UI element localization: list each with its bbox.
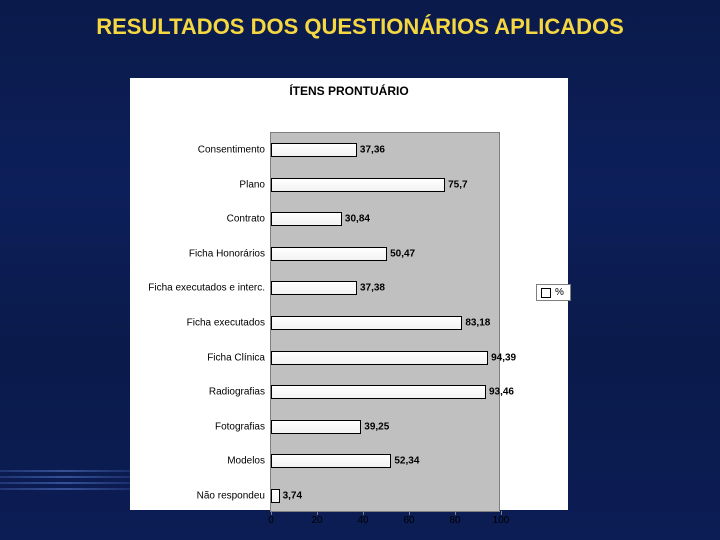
chart-bar [271, 281, 357, 295]
bar-value-label: 50,47 [390, 248, 415, 259]
decor-stripe [0, 488, 130, 490]
xtick-label: 100 [493, 515, 510, 526]
xtick-label: 60 [403, 515, 414, 526]
bar-value-label: 94,39 [491, 352, 516, 363]
bar-value-label: 83,18 [465, 318, 490, 329]
chart-plot-area: 020406080100Consentimento37,36Plano75,7C… [270, 132, 500, 512]
bar-value-label: 52,34 [394, 456, 419, 467]
chart-panel: ÍTENS PRONTUÁRIO 020406080100Consentimen… [130, 78, 568, 510]
chart-bar [271, 420, 361, 434]
legend-label: % [555, 287, 564, 298]
y-category-label: Modelos [227, 456, 265, 467]
chart-bar [271, 351, 488, 365]
bar-value-label: 37,36 [360, 145, 385, 156]
y-category-label: Ficha Honorários [189, 248, 265, 259]
y-category-label: Ficha executados e interc. [148, 283, 265, 294]
bar-value-label: 37,38 [360, 283, 385, 294]
chart-bar [271, 247, 387, 261]
bar-value-label: 39,25 [364, 421, 389, 432]
y-category-label: Plano [239, 179, 265, 190]
y-category-label: Ficha executados [187, 318, 265, 329]
bar-value-label: 30,84 [345, 214, 370, 225]
y-category-label: Contrato [227, 214, 265, 225]
chart-bar [271, 178, 445, 192]
xtick-label: 0 [268, 515, 274, 526]
bar-value-label: 93,46 [489, 387, 514, 398]
slide-title: RESULTADOS DOS QUESTIONÁRIOS APLICADOS [0, 14, 720, 40]
chart-bar [271, 489, 280, 503]
y-category-label: Fotografias [215, 421, 265, 432]
chart-bar [271, 385, 486, 399]
chart-bar [271, 212, 342, 226]
chart-title-text: ÍTENS PRONTUÁRIO [289, 84, 408, 98]
decor-stripe [0, 482, 130, 484]
decor-stripe [0, 470, 130, 472]
y-category-label: Não respondeu [197, 490, 265, 501]
chart-legend: % [536, 284, 571, 301]
xtick-label: 80 [449, 515, 460, 526]
y-category-label: Ficha Clínica [207, 352, 265, 363]
xtick-label: 40 [357, 515, 368, 526]
slide-title-text: RESULTADOS DOS QUESTIONÁRIOS APLICADOS [96, 14, 624, 39]
chart-bar [271, 143, 357, 157]
chart-bar [271, 454, 391, 468]
bar-value-label: 3,74 [283, 490, 302, 501]
y-category-label: Consentimento [198, 145, 265, 156]
y-category-label: Radiografias [209, 387, 265, 398]
xtick-label: 20 [311, 515, 322, 526]
chart-bar [271, 316, 462, 330]
chart-title: ÍTENS PRONTUÁRIO [130, 78, 568, 102]
slide-root: RESULTADOS DOS QUESTIONÁRIOS APLICADOS Í… [0, 0, 720, 540]
decor-stripe [0, 476, 130, 478]
legend-swatch [541, 288, 551, 298]
bar-value-label: 75,7 [448, 179, 467, 190]
